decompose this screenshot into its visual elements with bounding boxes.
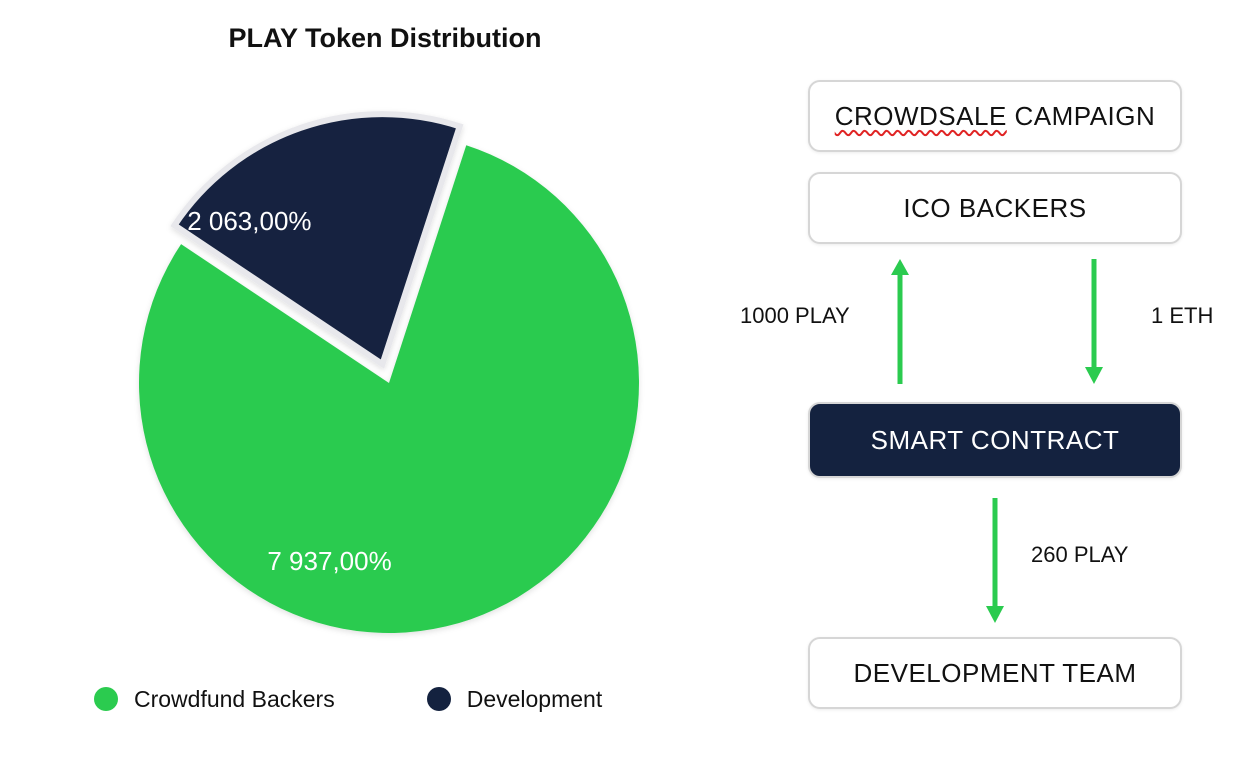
legend-item-development: Development (426, 684, 603, 714)
arrow-up-icon (891, 259, 909, 384)
smart-contract-label: SMART CONTRACT (870, 424, 1120, 455)
pie-slice-development (170, 111, 464, 369)
pie-slice-crowdfund-backers (139, 145, 640, 633)
legend-label-development: Development (466, 686, 603, 712)
development-team-label: DEVELOPMENT TEAM (853, 657, 1137, 688)
crowdsale-word: CROWDSALE (834, 100, 1007, 131)
ico-backers-label: ICO BACKERS (903, 192, 1087, 223)
chart-legend: Crowdfund Backers Development (94, 684, 694, 714)
pie-chart: 2 063,00% 7 937,00% (139, 111, 640, 633)
label-1000-play: 1000 PLAY (740, 303, 850, 328)
chart-title: PLAY Token Distribution (228, 23, 542, 53)
pie-data-label-crowdfund-backers: 7 937,00% (267, 546, 391, 576)
development-team-box: DEVELOPMENT TEAM (808, 637, 1182, 709)
legend-label-crowdfund-backers: Crowdfund Backers (134, 686, 335, 712)
legend-swatch-development (426, 687, 451, 711)
smart-contract-box: SMART CONTRACT (808, 402, 1182, 478)
campaign-word: CAMPAIGN (1006, 100, 1156, 131)
legend-item-crowdfund-backers: Crowdfund Backers (94, 684, 335, 714)
arrow-down-icon (1085, 259, 1103, 384)
ico-backers-box: ICO BACKERS (808, 172, 1182, 244)
label-1-eth: 1 ETH (1151, 303, 1214, 328)
crowdsale-campaign-box: CROWDSALE CAMPAIGN (808, 80, 1182, 152)
legend-swatch-crowdfund-backers (94, 687, 118, 711)
label-260-play: 260 PLAY (1031, 542, 1129, 567)
arrow-down-to-team-icon (986, 498, 1004, 623)
pie-data-label-development: 2 063,00% (187, 206, 311, 236)
